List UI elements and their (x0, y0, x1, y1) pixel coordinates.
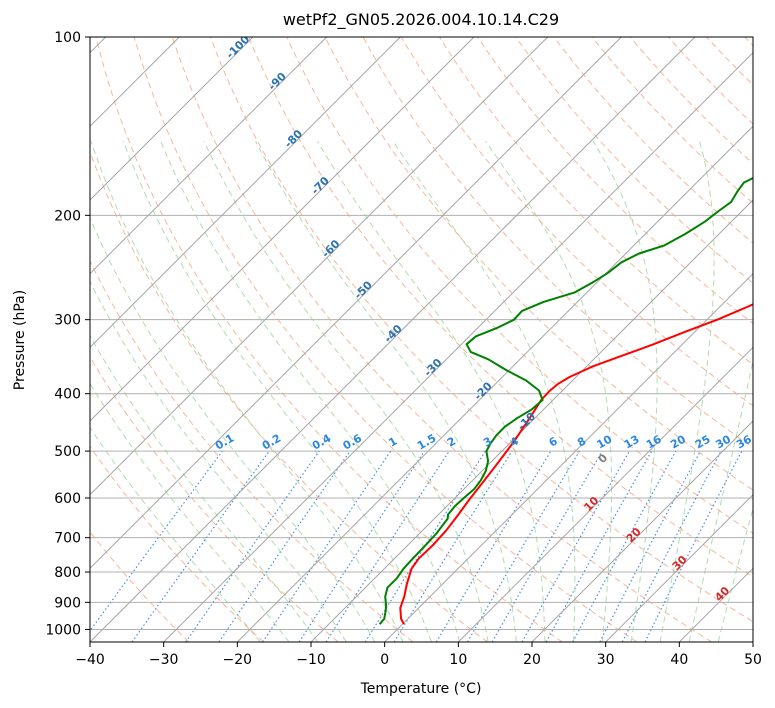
dry-adiabat-line (90, 356, 339, 642)
x-tick-label: −20 (223, 652, 253, 668)
y-tick-label: 400 (54, 387, 81, 403)
mixing-ratio-line (298, 450, 425, 642)
dewpoint-profile-line (378, 177, 753, 625)
mixing-ratio-line (325, 450, 450, 642)
dry-adiabat-line (90, 445, 264, 642)
moist-adiabat-line (203, 141, 489, 642)
mixing-ratio-lines (90, 450, 743, 642)
y-tick-label: 900 (54, 595, 81, 611)
moist-adiabat-line (90, 141, 404, 642)
mixing-ratio-line (90, 450, 223, 632)
y-tick-label: 600 (54, 491, 81, 507)
moist-adiabat-line (90, 426, 261, 642)
dry-adiabat-line (210, 37, 753, 623)
isotherm-line (90, 37, 549, 496)
dry-adiabat-line (95, 37, 563, 642)
x-tick-label: 20 (523, 652, 541, 668)
sounding-series (378, 177, 753, 625)
y-axis-title: Pressure (hPa) (12, 290, 28, 390)
isotherm-line (384, 272, 753, 642)
dry-adiabat-line (515, 37, 753, 284)
dry-adiabat-line (133, 37, 638, 642)
dry-adiabat-line (171, 37, 712, 642)
moist-adiabat-line (90, 334, 319, 642)
moist-adiabat-line (90, 382, 290, 642)
isotherm-line (236, 125, 753, 642)
dry-adiabat-line (324, 37, 753, 491)
y-tick-label: 300 (54, 313, 81, 329)
mixing-ratio-line (218, 450, 351, 642)
moist-adiabat-line (255, 141, 517, 642)
moist-adiabat-line (688, 358, 753, 642)
mixing-ratio-line (393, 450, 513, 642)
x-tick-label: 10 (449, 652, 467, 668)
isotherm-line (90, 37, 696, 642)
x-tick-label: −30 (149, 652, 179, 668)
moist-adiabat-line (123, 141, 432, 642)
dry-adiabats (90, 37, 753, 642)
y-tick-label: 800 (54, 565, 81, 581)
dry-adiabat-line (248, 37, 753, 578)
x-tick-label: −40 (75, 652, 105, 668)
x-tick-label: 30 (597, 652, 615, 668)
y-axis-ticks: 1000 900 800 700 600 500 400 300 200 100 (45, 30, 90, 638)
isotherm-line (163, 51, 753, 642)
y-tick-label: 700 (54, 531, 81, 547)
isotherm-line (90, 37, 328, 275)
isotherm-line (90, 37, 622, 570)
grid-lines (90, 37, 753, 630)
plot-frame (89, 36, 754, 643)
moist-adiabat-line (485, 141, 613, 642)
y-tick-label: 100 (54, 30, 81, 46)
y-tick-label: 200 (54, 208, 81, 224)
y-tick-label: 1000 (45, 622, 81, 638)
temperature-profile-line (399, 303, 753, 625)
isotherm-line (90, 37, 475, 422)
moist-adiabat-line (160, 141, 461, 642)
isotherm-line (310, 199, 753, 642)
x-axis-title: Temperature (°C) (360, 681, 482, 697)
dry-adiabat-line (90, 259, 414, 642)
moist-adiabat-line (592, 141, 658, 642)
x-axis-ticks: −40 −30 −20 −10 0 10 20 30 40 50 (75, 642, 762, 668)
dry-adiabat-line (286, 37, 753, 534)
y-tick-label: 500 (54, 444, 81, 460)
x-tick-label: −10 (296, 652, 326, 668)
mixing-ratio-line (131, 450, 270, 642)
isotherm-line (605, 493, 753, 642)
mixing-ratio-line (262, 450, 392, 642)
x-tick-label: 40 (670, 652, 688, 668)
skewed-isotherms (90, 37, 753, 642)
isotherm-line (531, 420, 753, 642)
chart-title: wetPf2_GN05.2026.004.10.14.C29 (283, 10, 559, 30)
mixing-ratio-line (572, 450, 677, 642)
mixing-ratio-line (185, 450, 320, 642)
isotherm-line (457, 346, 753, 642)
mixing-ratio-line (644, 450, 743, 642)
isotherm-line (90, 37, 401, 349)
mixing-ratio-line (545, 450, 653, 642)
mixing-ratio-line (521, 450, 631, 642)
mixing-ratio-label: 36 (734, 432, 754, 451)
moist-adiabat-line (90, 280, 347, 642)
x-tick-label: 50 (744, 652, 762, 668)
isotherm-line (90, 37, 254, 201)
moist-adiabat-line (717, 506, 753, 642)
x-tick-label: 0 (380, 652, 389, 668)
moist-adiabat-line (659, 141, 715, 642)
